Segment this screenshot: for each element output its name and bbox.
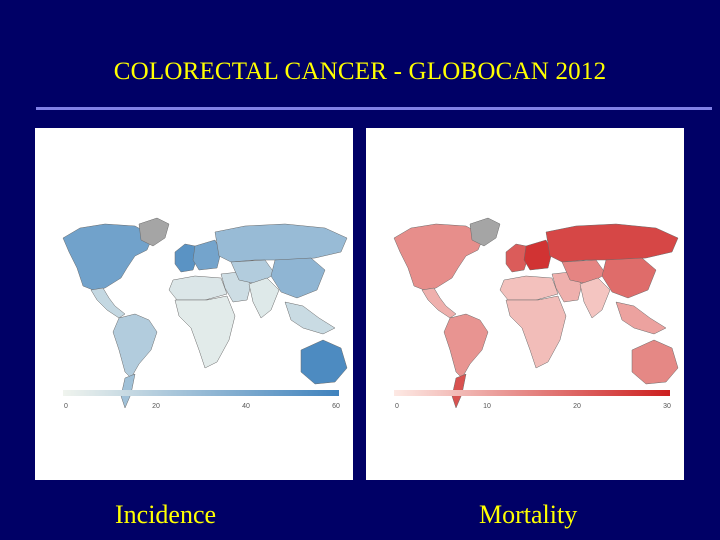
incidence-map-panel: 0 20 40 60 — [35, 128, 353, 480]
legend-tick-label: 0 — [64, 403, 68, 410]
region-greenland — [138, 217, 170, 247]
legend-tick-label: 60 — [332, 403, 340, 410]
region-sub-saharan-africa — [174, 295, 236, 369]
region-eastern-europe — [192, 239, 222, 271]
region-southeast-asia — [615, 301, 667, 335]
region-greenland — [469, 217, 501, 247]
legend-tick-label: 0 — [395, 403, 399, 410]
legend-tick-label: 40 — [242, 403, 250, 410]
region-southeast-asia — [284, 301, 336, 335]
legend-color-bar — [63, 390, 339, 396]
legend-tick-label: 30 — [663, 403, 671, 410]
region-eastern-europe — [523, 239, 553, 271]
region-north-america — [393, 223, 485, 291]
region-south-asia — [248, 277, 280, 319]
mortality-caption: Mortality — [479, 500, 578, 529]
mortality-world-map: 0 10 20 30 — [393, 217, 679, 410]
mortality-map-panel: 0 10 20 30 — [366, 128, 684, 480]
legend-tick-label: 20 — [152, 403, 160, 410]
region-central-america — [421, 287, 457, 319]
incidence-caption: Incidence — [115, 500, 217, 529]
region-south-america — [112, 313, 158, 379]
region-south-america — [443, 313, 489, 379]
incidence-world-map: 0 20 40 60 — [62, 217, 348, 410]
region-western-europe — [174, 243, 198, 273]
region-australia — [300, 339, 348, 385]
region-russia — [214, 223, 348, 263]
legend-color-bar — [394, 390, 670, 396]
region-east-asia — [270, 257, 326, 299]
legend-tick-label: 20 — [573, 403, 581, 410]
region-east-asia — [601, 257, 657, 299]
region-sub-saharan-africa — [505, 295, 567, 369]
slide-title: COLORECTAL CANCER - GLOBOCAN 2012 — [113, 58, 607, 85]
region-australia — [631, 339, 679, 385]
region-north-america — [62, 223, 154, 291]
title-underline — [36, 107, 712, 110]
region-russia — [545, 223, 679, 263]
legend-tick-label: 10 — [483, 403, 491, 410]
region-north-africa — [168, 275, 228, 301]
region-north-africa — [499, 275, 559, 301]
region-south-asia — [579, 277, 611, 319]
region-western-europe — [505, 243, 529, 273]
region-central-america — [90, 287, 126, 319]
